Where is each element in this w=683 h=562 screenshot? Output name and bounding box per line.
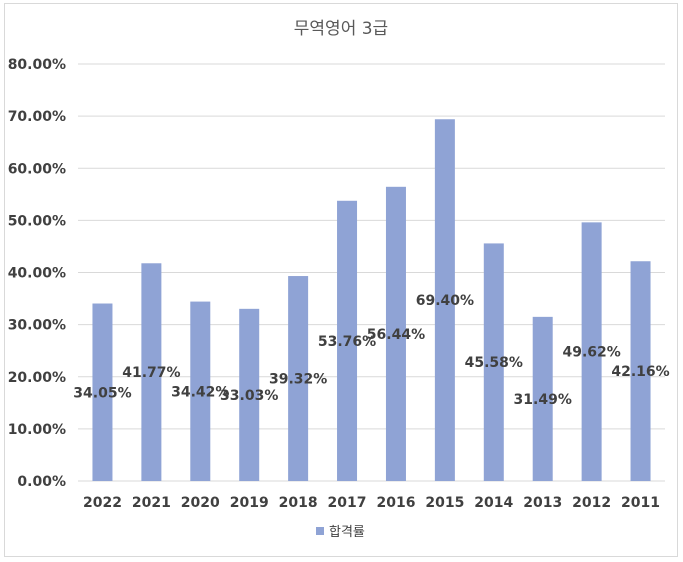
- y-tick-label: 80.00%: [8, 57, 66, 73]
- bar: [434, 119, 455, 481]
- y-tick-label: 10.00%: [8, 422, 66, 438]
- data-label: 42.16%: [611, 364, 669, 380]
- data-label: 41.77%: [122, 365, 180, 381]
- y-tick-label: 60.00%: [8, 161, 66, 177]
- bar: [288, 276, 309, 481]
- data-label: 33.03%: [220, 388, 278, 404]
- data-label: 69.40%: [416, 293, 474, 309]
- y-tick-label: 0.00%: [17, 474, 66, 490]
- data-label: 49.62%: [562, 345, 620, 361]
- data-label: 39.32%: [269, 372, 327, 388]
- x-tick-label: 2017: [328, 495, 367, 511]
- x-tick-label: 2011: [621, 495, 660, 511]
- y-tick-label: 40.00%: [8, 266, 66, 282]
- bar: [532, 316, 553, 481]
- x-tick-label: 2020: [181, 495, 220, 511]
- bar: [92, 303, 113, 481]
- gridlines: [78, 63, 665, 482]
- bar: [483, 243, 504, 481]
- y-tick-label: 30.00%: [8, 318, 66, 334]
- data-label: 34.42%: [171, 384, 229, 400]
- y-axis: 0.00% 10.00% 20.00% 30.00% 40.00% 50.00% 60.00…: [8, 57, 66, 490]
- bar: [385, 186, 406, 481]
- bar: [239, 308, 260, 481]
- legend: 합격률: [316, 525, 365, 540]
- x-tick-label: 2013: [523, 495, 562, 511]
- data-label: 31.49%: [514, 392, 572, 408]
- bar: [630, 261, 651, 481]
- legend-label: 합격률: [329, 525, 365, 540]
- chart-title: 무역영어 3급: [294, 19, 388, 39]
- y-tick-label: 70.00%: [8, 109, 66, 125]
- x-tick-label: 2019: [230, 495, 269, 511]
- bars: [92, 119, 651, 481]
- x-tick-label: 2012: [572, 495, 611, 511]
- x-tick-label: 2016: [376, 495, 415, 511]
- data-label: 53.76%: [318, 334, 376, 350]
- bar: [581, 222, 602, 481]
- x-axis: 2022 2021 2020 2019 2018 2017 2016 2015 2014 2013…: [83, 495, 660, 511]
- x-tick-label: 2022: [83, 495, 122, 511]
- bar: [337, 200, 358, 481]
- data-labels: 34.05% 41.77% 34.42%33.03%39.32% 53.76%56.4…: [73, 293, 669, 408]
- data-label: 34.05%: [73, 385, 131, 401]
- x-tick-label: 2015: [425, 495, 464, 511]
- x-tick-label: 2018: [279, 495, 318, 511]
- y-tick-label: 50.00%: [8, 213, 66, 229]
- legend-swatch: [316, 527, 324, 535]
- data-label: 45.58%: [465, 355, 523, 371]
- x-tick-label: 2014: [474, 495, 513, 511]
- x-tick-label: 2021: [132, 495, 171, 511]
- bar: [190, 301, 211, 481]
- y-tick-label: 20.00%: [8, 370, 66, 386]
- data-label: 56.44%: [367, 327, 425, 343]
- bar: [141, 263, 162, 481]
